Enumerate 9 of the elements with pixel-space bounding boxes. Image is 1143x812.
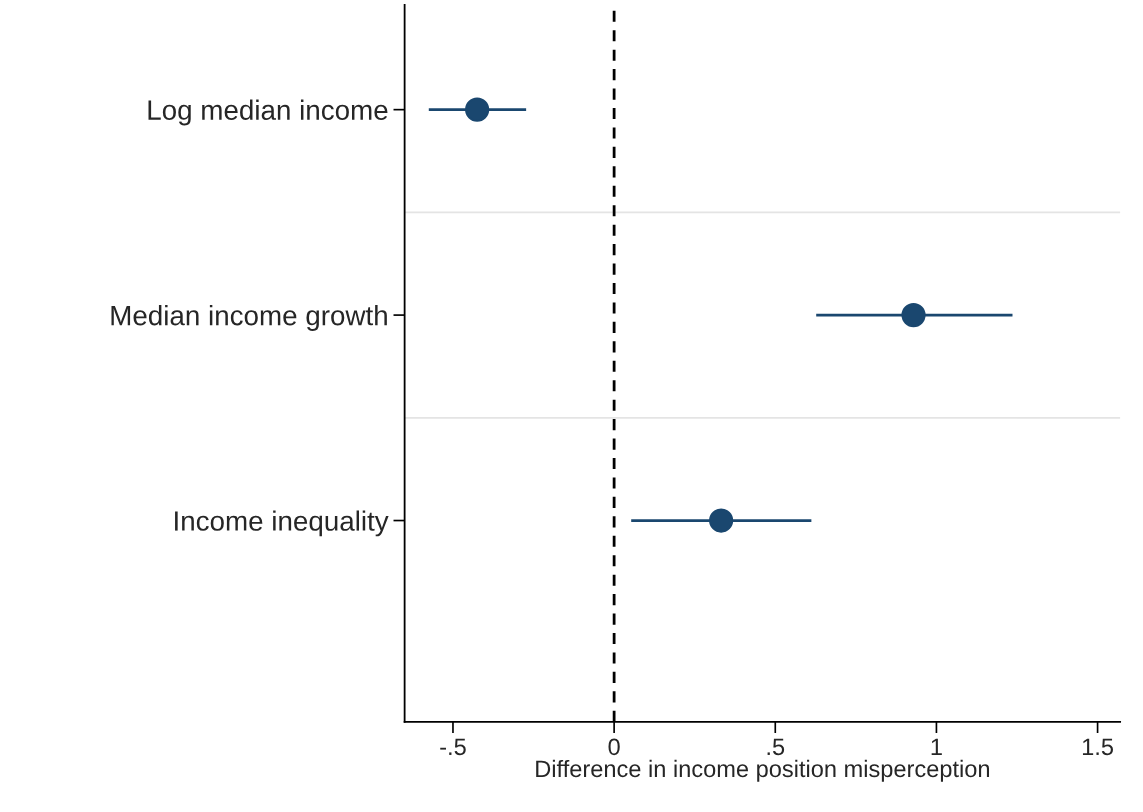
x-axis-title: Difference in income position misperception <box>536 759 990 782</box>
y-tick-label: Median income growth <box>111 305 387 331</box>
y-tick-label: Income inequality <box>175 510 389 537</box>
x-tick-label: 0 <box>608 738 620 756</box>
x-tick-label: 1.5 <box>1082 738 1113 756</box>
y-tick-label: Log median income <box>148 99 388 126</box>
x-tick-label: -.5 <box>440 738 466 756</box>
x-tick-label: 1 <box>931 738 942 755</box>
x-tick-label: .5 <box>767 738 785 756</box>
